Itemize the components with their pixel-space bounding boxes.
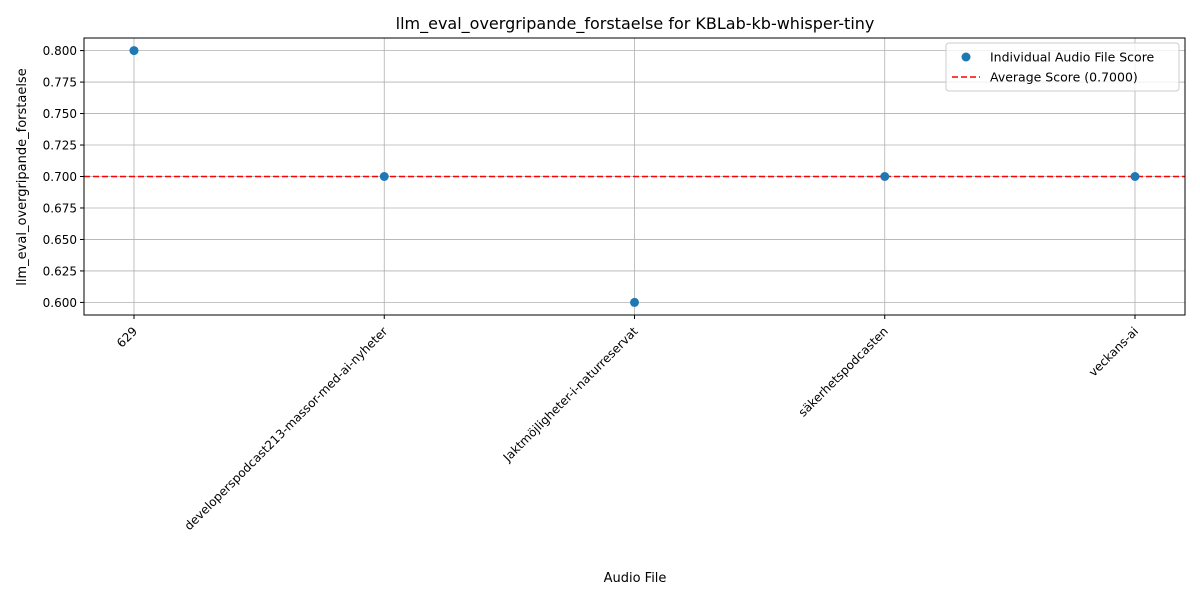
y-tick-label: 0.775 <box>43 76 77 90</box>
x-axis-label: Audio File <box>604 571 667 586</box>
x-ticks: 629 developerspodcast213-massor-med-ai-ny… <box>114 315 1141 533</box>
y-tick-label: 0.750 <box>43 107 77 121</box>
x-tick-label: säkerhetspodcasten <box>796 324 891 419</box>
x-tick-label: 629 <box>114 324 140 350</box>
x-tick-label: veckans-ai <box>1086 324 1141 379</box>
legend: Individual Audio File Score Average Scor… <box>945 42 1180 92</box>
data-point <box>630 297 639 307</box>
legend-scatter-marker <box>961 52 971 62</box>
data-point <box>1130 172 1140 181</box>
legend-label-average: Average Score (0.7000) <box>990 70 1138 85</box>
data-point <box>129 46 139 56</box>
y-tick-label: 0.700 <box>43 170 77 184</box>
y-axis-label: llm_eval_overgripande_forstaelse <box>15 68 30 285</box>
data-point <box>379 172 389 181</box>
data-point <box>880 172 890 181</box>
y-tick-label: 0.725 <box>43 139 77 153</box>
x-tick-label: developerspodcast213-massor-med-ai-nyhet… <box>182 324 391 533</box>
x-tick-label: Jaktmöjligheter-i-naturreservat <box>500 324 641 465</box>
y-tick-label: 0.800 <box>43 44 77 58</box>
y-tick-label: 0.650 <box>43 233 77 247</box>
data-points <box>129 46 1140 307</box>
y-tick-label: 0.625 <box>43 264 77 278</box>
y-ticks: 0.600 0.625 0.650 0.675 0.700 0.725 0.750 0.775… <box>43 44 84 310</box>
legend-box <box>945 42 1180 92</box>
legend-label-scores: Individual Audio File Score <box>990 50 1155 65</box>
y-tick-label: 0.600 <box>43 296 77 310</box>
chart-title: llm_eval_overgripande_forstaelse for KBL… <box>396 14 875 34</box>
y-tick-label: 0.675 <box>43 201 77 215</box>
